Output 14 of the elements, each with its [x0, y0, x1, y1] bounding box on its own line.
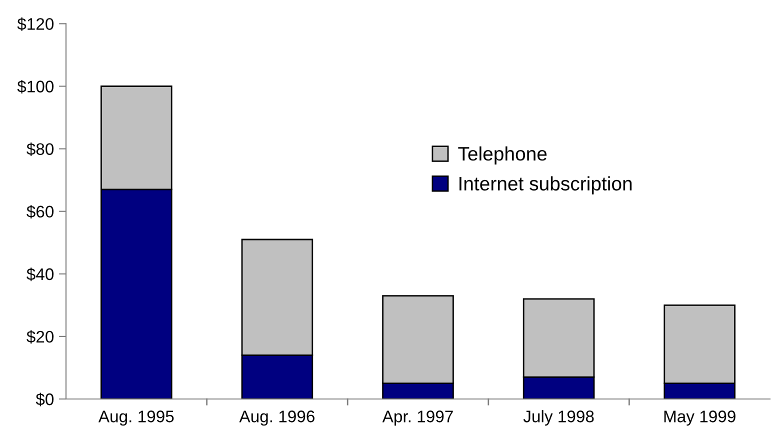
- legend-label: Internet subscription: [460, 176, 632, 194]
- y-tick-label: $40: [26, 268, 54, 282]
- x-tick-label: Aug. 1996: [239, 410, 314, 426]
- x-tick-label: July 1998: [523, 410, 594, 426]
- legend-label: Telephone: [458, 146, 547, 165]
- y-tick-label: $0: [36, 392, 54, 406]
- x-tick-label: May 1999: [664, 410, 736, 426]
- y-tick-label: $100: [17, 80, 54, 94]
- y-tick-label: $80: [26, 142, 54, 156]
- x-tick-label: Aug. 1995: [98, 410, 174, 426]
- y-tick-label: $120: [17, 17, 54, 31]
- y-tick-label: $20: [26, 330, 54, 344]
- y-tick-label: $60: [26, 205, 54, 219]
- x-tick-label: Apr. 1997: [382, 410, 453, 426]
